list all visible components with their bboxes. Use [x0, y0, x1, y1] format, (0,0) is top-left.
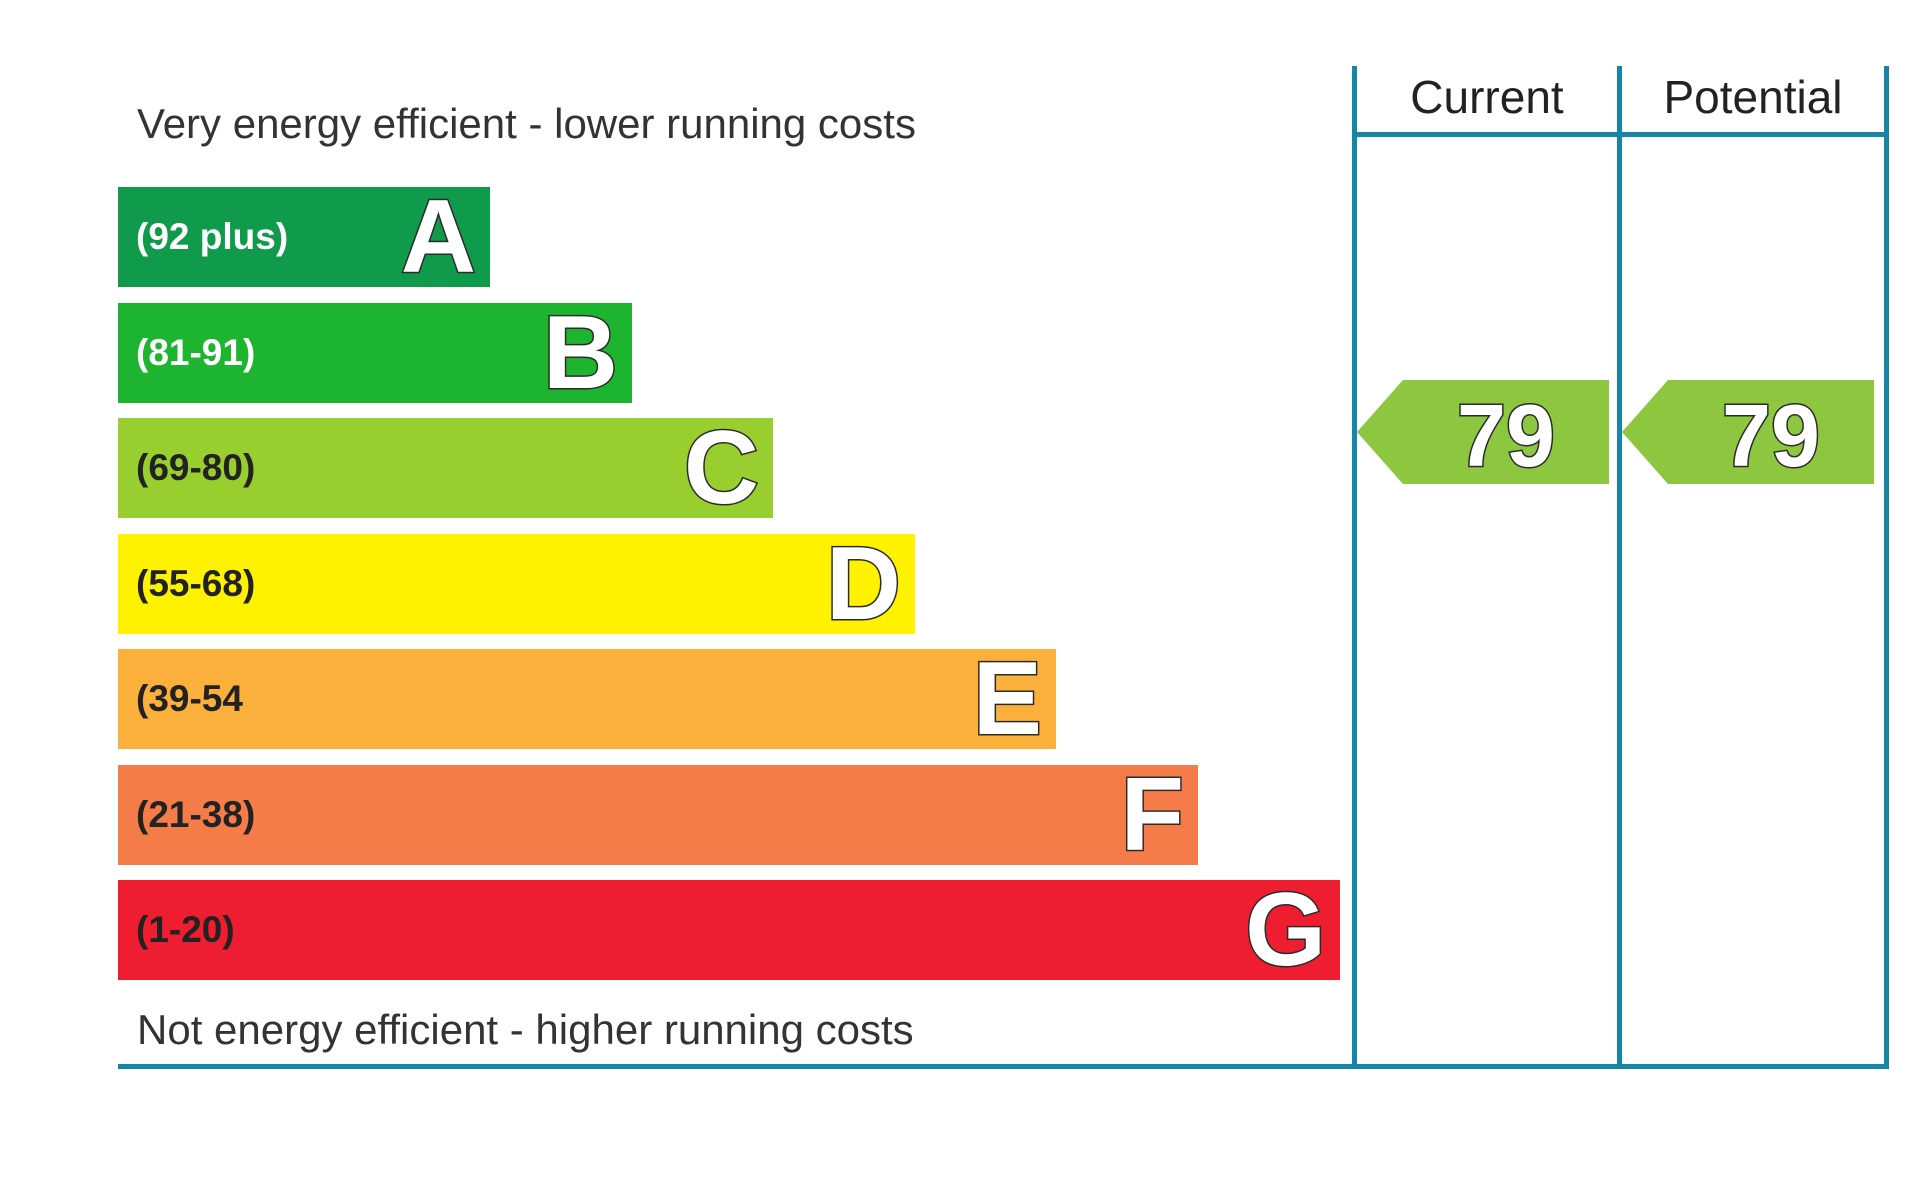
frame-left-divider	[1352, 66, 1357, 1069]
current-rating-value: 79	[1456, 385, 1557, 487]
bottom-caption: Not energy efficient - higher running co…	[137, 1006, 914, 1053]
header-underline	[1352, 132, 1889, 137]
band-a: (92 plus) A	[118, 182, 490, 293]
band-letter: F	[1119, 757, 1186, 873]
potential-column-header: Potential	[1663, 71, 1843, 123]
band-letter: A	[399, 179, 477, 295]
band-letter: G	[1244, 872, 1328, 988]
band-c: (69-80) C	[118, 413, 773, 524]
band-b: (81-91) B	[118, 298, 632, 409]
potential-rating-value: 79	[1721, 385, 1822, 487]
band-range-label: (39-54	[136, 678, 243, 719]
band-f: (21-38) F	[118, 760, 1198, 871]
top-caption: Very energy efficient - lower running co…	[137, 100, 916, 147]
band-letter: D	[824, 526, 902, 642]
band-range-label: (81-91)	[136, 332, 256, 373]
band-letter: C	[682, 410, 760, 526]
potential-rating-arrow: 79	[1622, 380, 1874, 487]
band-range-label: (1-20)	[136, 909, 235, 950]
band-d: (55-68) D	[118, 529, 915, 640]
frame-middle-divider	[1617, 66, 1622, 1069]
potential-arrow-shape	[1622, 380, 1874, 484]
current-column-header: Current	[1410, 71, 1564, 123]
band-letter: B	[541, 295, 619, 411]
band-range-label: (92 plus)	[136, 216, 289, 257]
band-letter: E	[971, 641, 1043, 757]
band-e: (39-54 E	[118, 644, 1056, 755]
band-range-label: (21-38)	[136, 794, 256, 835]
current-arrow-shape	[1357, 380, 1609, 484]
frame-right-border	[1884, 66, 1889, 1069]
current-rating-arrow: 79	[1357, 380, 1609, 487]
band-range-label: (69-80)	[136, 447, 256, 488]
frame-bottom-line	[118, 1064, 1889, 1069]
band-range-label: (55-68)	[136, 563, 256, 604]
band-g: (1-20) G	[118, 875, 1340, 986]
